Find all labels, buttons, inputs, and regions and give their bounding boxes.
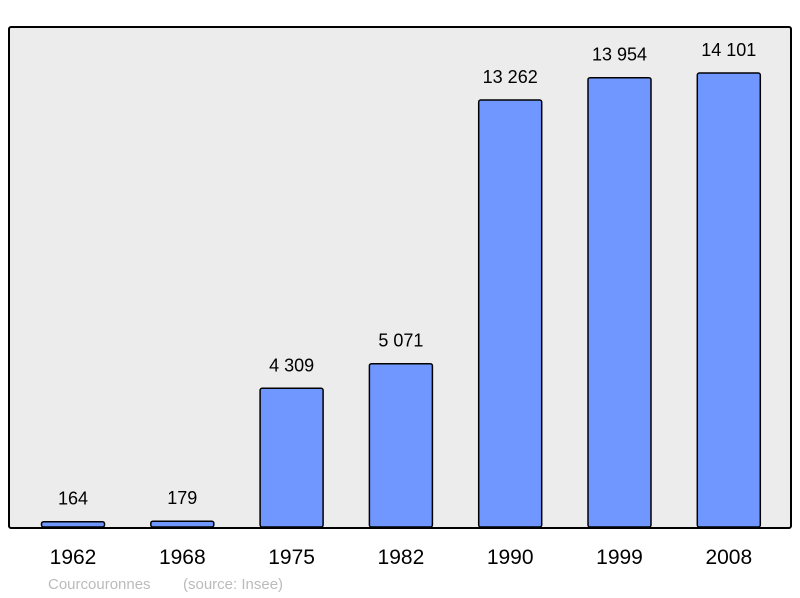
x-tick-1990: 1990: [487, 546, 534, 569]
bar-1975: [259, 387, 324, 528]
x-tick-1962: 1962: [50, 546, 97, 569]
bar-1968: [150, 520, 215, 528]
x-tick-1968: 1968: [159, 546, 206, 569]
bar-1999: [587, 76, 652, 528]
x-tick-2008: 2008: [705, 546, 752, 569]
value-label-2008: 14 101: [701, 40, 756, 60]
value-label-1990: 13 262: [483, 67, 538, 87]
bar-1990: [477, 99, 543, 528]
value-label-1962: 164: [58, 489, 88, 509]
x-tick-1999: 1999: [596, 546, 643, 569]
bar-1982: [368, 362, 434, 528]
bar-1962: [40, 520, 106, 528]
value-label-1975: 4 309: [269, 355, 314, 375]
value-label-1968: 179: [167, 488, 197, 508]
bar-2008: [696, 72, 762, 528]
caption-place: Courcouronnes: [48, 576, 151, 593]
value-label-1982: 5 071: [378, 331, 423, 351]
value-label-1999: 13 954: [592, 45, 647, 65]
caption-source: (source: Insee): [183, 576, 283, 593]
x-tick-1975: 1975: [268, 546, 315, 569]
x-tick-1982: 1982: [378, 546, 425, 569]
